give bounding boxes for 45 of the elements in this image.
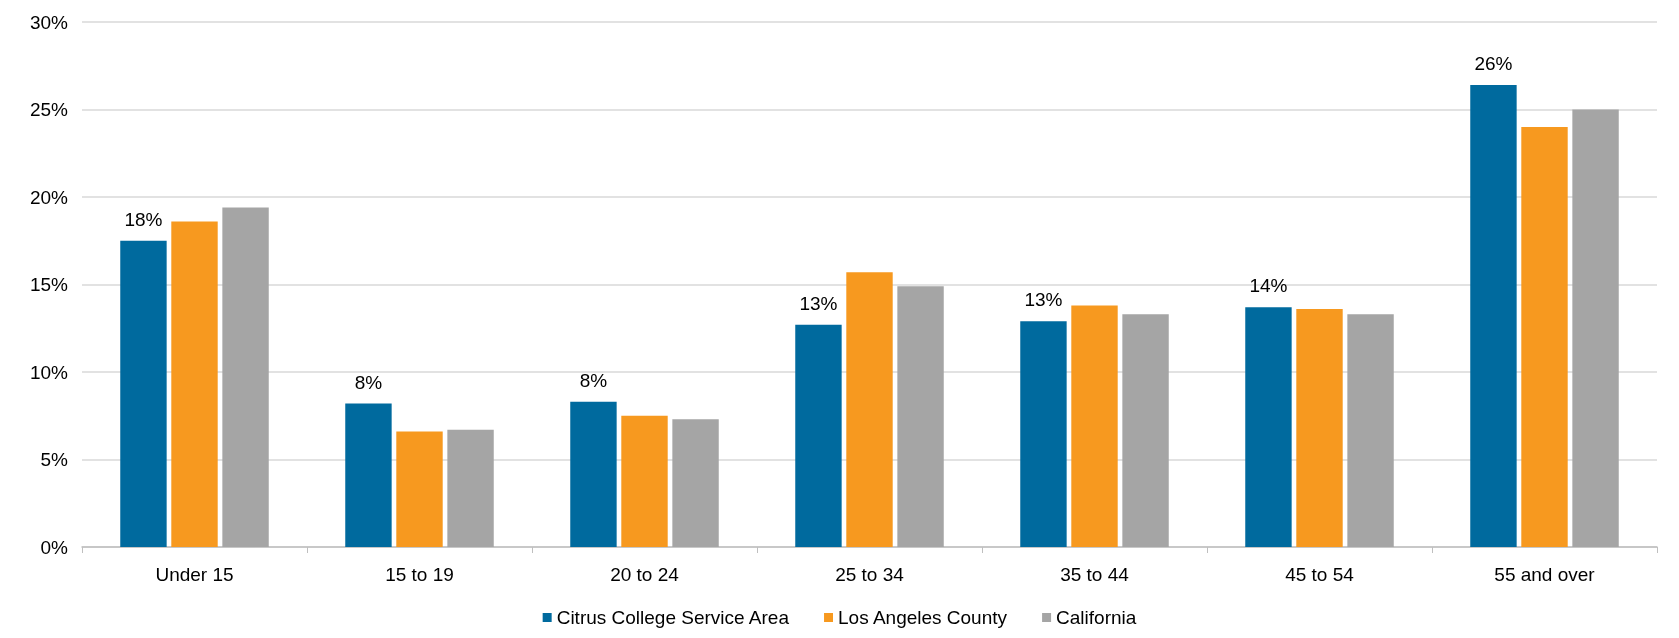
data-label: 8%: [354, 371, 383, 393]
bar: [846, 272, 893, 547]
legend-label: Los Angeles County: [838, 607, 1008, 628]
y-tick-label: 30%: [29, 11, 69, 33]
bar: [672, 419, 719, 547]
bar: [171, 221, 218, 547]
bar: [396, 431, 443, 547]
bar: [120, 240, 167, 547]
bar: [345, 403, 392, 547]
data-label: 18%: [124, 208, 163, 230]
x-tick-label: 25 to 34: [835, 564, 905, 585]
x-tick-label: 20 to 24: [610, 564, 680, 585]
bar: [897, 286, 944, 547]
data-label: 8%: [579, 369, 608, 391]
data-label: 26%: [1474, 53, 1513, 74]
bar: [1020, 321, 1067, 547]
data-label: 13%: [799, 292, 838, 314]
y-tick-label: 15%: [29, 274, 69, 295]
bar: [1572, 109, 1619, 547]
y-tick-label: 10%: [29, 361, 69, 383]
data-label: 13%: [1024, 289, 1063, 311]
data-label: 14%: [1249, 275, 1288, 297]
x-tick-label: 35 to 44: [1060, 564, 1130, 585]
x-tick-label: Under 15: [155, 564, 234, 585]
y-tick-label: 0%: [40, 536, 69, 558]
bar: [1470, 85, 1517, 547]
bar: [1071, 305, 1118, 547]
bar: [1122, 314, 1169, 547]
x-tick-label: 45 to 54: [1285, 564, 1355, 585]
x-tick-label: 55 and over: [1494, 564, 1596, 585]
x-tick-label: 15 to 19: [385, 564, 454, 585]
bar: [795, 324, 842, 547]
bar: [1521, 127, 1568, 547]
legend-label: California: [1056, 607, 1137, 628]
legend-label: Citrus College Service Area: [556, 607, 790, 628]
y-tick-label: 5%: [40, 449, 69, 470]
bar: [1347, 314, 1394, 547]
bar: [222, 207, 269, 547]
y-tick-label: 25%: [29, 99, 69, 120]
bar: [1296, 309, 1343, 547]
bar: [570, 401, 617, 547]
bar: [1245, 307, 1292, 547]
bar: [447, 429, 494, 547]
bar: [621, 415, 668, 547]
y-tick-label: 20%: [29, 186, 69, 208]
